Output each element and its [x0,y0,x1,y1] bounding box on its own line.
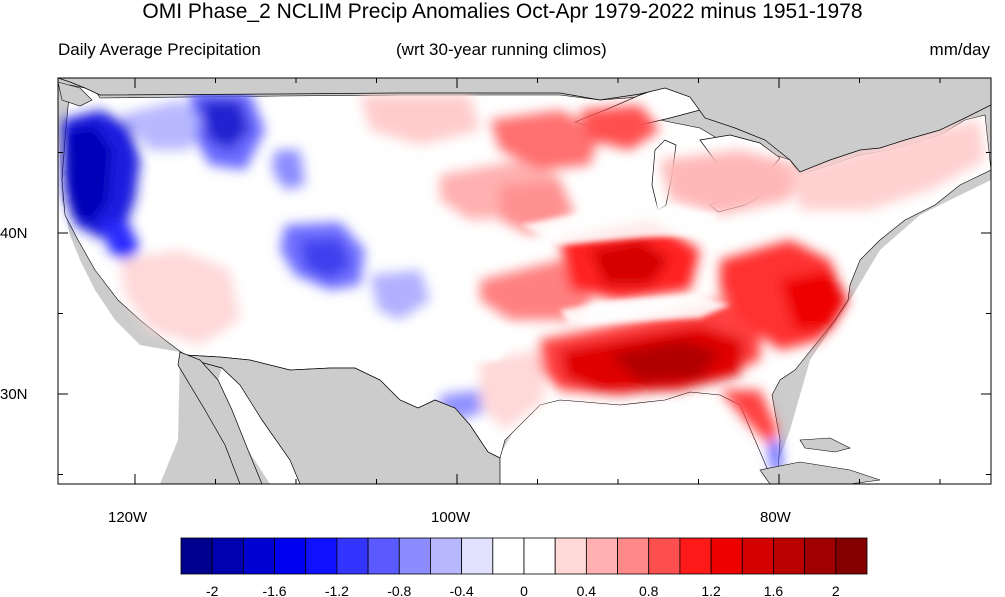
plot-border [57,77,992,485]
colorbar-swatch [180,537,213,575]
colorbar-swatch [367,537,400,575]
colorbar-tick-label: 1.6 [764,583,784,597]
colorbar-swatch [773,537,806,575]
colorbar-swatch [336,537,369,575]
anomaly-field [62,90,985,472]
vancouver-island [58,81,93,107]
colorbar-tick-label: -1.6 [262,583,286,597]
subtitle-left: Daily Average Precipitation [58,40,261,59]
baja-california [177,351,263,484]
colorbar-tick-label: 0 [520,583,528,597]
colorbar-swatch [242,537,275,575]
canada-mask [58,78,991,173]
colorbar-tick-label: -0.4 [450,583,474,597]
cuba [759,461,881,484]
caribbean-islands [799,437,851,453]
colorbar-swatch [617,537,650,575]
mexico-mask [184,354,501,484]
colorbar-tick-label: -2 [206,583,219,597]
colorbar-tick-label: 1.2 [701,583,721,597]
lon-label-80w: 80W [760,509,791,526]
axis-ticks [58,78,991,484]
lon-label-120w: 120W [108,509,148,526]
subtitle-center: (wrt 30-year running climos) [396,40,607,59]
colorbar-swatch [710,537,743,575]
pacific-ocean [58,120,180,484]
colorbar-swatch [211,537,244,575]
colorbar-swatch [554,537,587,575]
colorbar-swatch [741,537,774,575]
gulf-of-mexico [500,385,785,484]
chart-title: OMI Phase_2 NCLIM Precip Anomalies Oct-A… [142,0,863,23]
colorbar-swatch [585,537,618,575]
atlantic-ocean [770,180,991,484]
colorbar-swatch [492,537,525,575]
colorbar-swatch [461,537,494,575]
lat-label-40n: 40N [0,225,28,242]
colorbar-tick-label: 0.8 [639,583,659,597]
colorbar-swatch [305,537,338,575]
colorbar-swatch [835,537,868,575]
lat-label-30n: 30N [0,386,28,403]
colorbar-tick-label: -0.8 [387,583,411,597]
colorbar-swatch [398,537,431,575]
colorbar-tick-label: 2 [832,583,840,597]
lon-label-100w: 100W [431,509,471,526]
map-area [58,78,991,484]
colorbar-swatch [430,537,463,575]
gulf-of-california [218,368,300,484]
colorbar-tick-label: -1.2 [325,583,349,597]
colorbar-swatch [804,537,837,575]
colorbar-swatch [523,537,556,575]
colorbar-swatch [648,537,681,575]
units-label: mm/day [929,40,990,59]
colorbar-swatch [679,537,712,575]
colorbar: -2 -1.6 -1.2 -0.8 -0.4 0 0.4 0.8 1.2 1.6 2 [180,537,868,597]
colorbar-tick-label: 0.4 [577,583,597,597]
colorbar-swatch [274,537,307,575]
